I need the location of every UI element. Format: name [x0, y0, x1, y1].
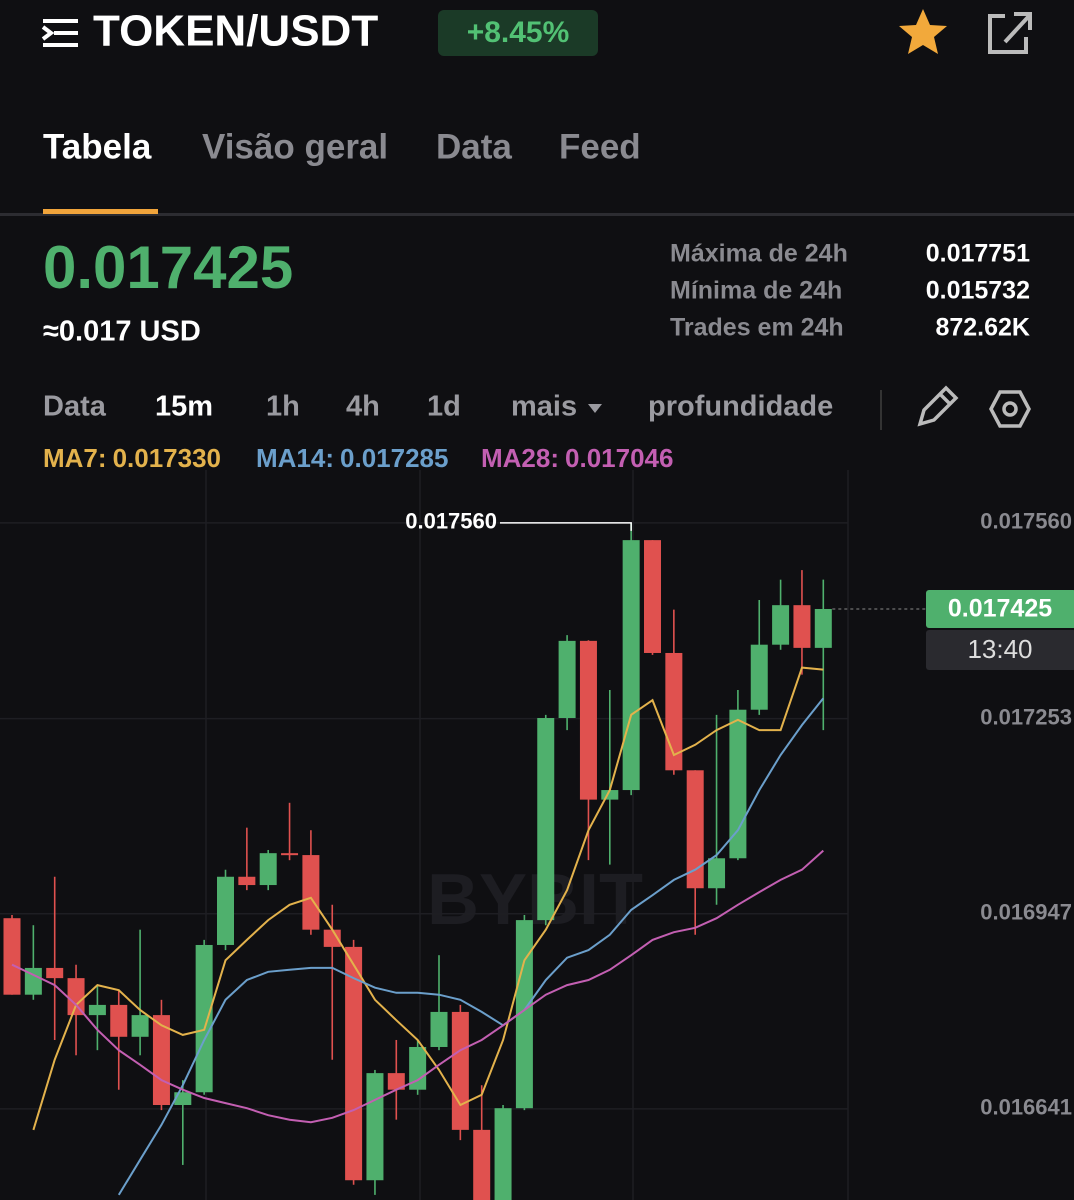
candle-body	[494, 1108, 512, 1200]
candle-body	[259, 853, 277, 886]
y-tick-label: 0.016947	[980, 900, 1072, 925]
tab[interactable]: Feed	[559, 127, 641, 166]
ma-legend: MA28: 0.017046	[481, 443, 673, 473]
stat-label: Máxima de 24h	[670, 240, 848, 268]
candle-body	[88, 1004, 106, 1016]
candle-body	[281, 853, 299, 856]
candle-body	[814, 608, 832, 648]
candle-body	[67, 978, 85, 1016]
countdown-tag	[926, 629, 1074, 670]
interval[interactable]: 1d	[427, 391, 461, 423]
candle-body	[601, 790, 619, 800]
menu-icon[interactable]	[41, 19, 78, 47]
stat-label: Mínima de 24h	[670, 277, 842, 305]
change-text: +8.45%	[467, 16, 570, 49]
tab[interactable]: Tabela	[43, 127, 152, 166]
y-tick-label: 0.017560	[980, 509, 1072, 534]
candle-body	[750, 644, 768, 710]
candle-body	[686, 770, 704, 889]
ma-line	[117, 697, 825, 1196]
ma-value: 0.017046	[565, 443, 673, 473]
draw-icon[interactable]	[917, 385, 959, 427]
candle-body	[409, 1046, 427, 1090]
pair-title: TOKEN/USDT	[93, 7, 378, 56]
candle-body	[772, 605, 790, 645]
ma-legend: MA7: 0.017330	[43, 443, 221, 473]
tab[interactable]: Data	[436, 127, 512, 166]
settings-icon[interactable]	[989, 390, 1031, 428]
last-price-tag	[926, 589, 1074, 628]
share-icon[interactable]	[988, 12, 1032, 54]
candle-body	[46, 967, 64, 979]
candle-body	[793, 605, 811, 648]
candle-body	[579, 640, 597, 800]
stat-label: Trades em 24h	[670, 314, 844, 342]
candle-body	[622, 540, 640, 791]
stat-value: 872.62K	[935, 314, 1030, 342]
ma-legend: MA14: 0.017285	[256, 443, 448, 473]
tab[interactable]: Visão geral	[202, 127, 388, 166]
interval[interactable]: 15m	[155, 391, 213, 423]
candle-body	[131, 1015, 149, 1037]
plot	[3, 522, 832, 1200]
watermark: BYBIT	[427, 860, 643, 940]
interval[interactable]: profundidade	[648, 391, 833, 423]
stat-value: 0.017751	[926, 240, 1030, 268]
ma-value: 0.017330	[113, 443, 221, 473]
divider	[880, 390, 882, 430]
candle-body	[451, 1011, 469, 1130]
interval[interactable]: Data	[43, 391, 107, 423]
max-marker-line	[500, 522, 632, 531]
ma-name: MA7:	[43, 443, 107, 473]
interval[interactable]: 4h	[346, 391, 380, 423]
max-marker-label: 0.017560	[405, 509, 497, 534]
candle-body	[515, 920, 533, 1109]
y-tick-label: 0.016641	[980, 1095, 1072, 1120]
candle-body	[387, 1073, 405, 1090]
candle-body	[302, 855, 320, 930]
ma-name: MA28:	[481, 443, 559, 473]
ma-name: MA14:	[256, 443, 334, 473]
last-price-label: 0.017425	[948, 595, 1052, 623]
candle-body	[195, 944, 213, 1093]
stat-value: 0.015732	[926, 277, 1030, 305]
candle-body	[665, 652, 683, 771]
candle-body	[174, 1092, 192, 1106]
candle-body	[238, 876, 256, 886]
candle-body	[345, 946, 363, 1181]
favorite-star[interactable]	[899, 9, 947, 54]
candle-body	[473, 1129, 491, 1200]
candle-body	[323, 929, 341, 947]
candle-body	[217, 876, 234, 945]
usd-price: ≈0.017 USD	[43, 316, 201, 348]
y-tick-label: 0.017253	[980, 704, 1072, 729]
ma-line	[32, 666, 824, 1131]
tab-underline	[43, 209, 158, 214]
dropdown-arrow	[588, 404, 602, 413]
candle-body	[24, 967, 42, 995]
interval[interactable]: 1h	[266, 391, 300, 423]
candle-body	[430, 1011, 448, 1047]
last-price: 0.017425	[43, 234, 293, 301]
candle-body	[537, 718, 555, 921]
ma-line	[11, 849, 824, 1124]
candle-body	[366, 1073, 384, 1181]
change-badge	[438, 10, 598, 56]
divider	[0, 213, 1074, 216]
candle-body	[644, 540, 661, 653]
candle-body	[708, 858, 726, 889]
ma-value: 0.017285	[340, 443, 448, 473]
candle-body	[558, 640, 576, 719]
interval[interactable]: mais	[511, 391, 577, 423]
countdown: 13:40	[967, 634, 1032, 664]
candle-body	[110, 1004, 128, 1037]
candle-body	[3, 918, 21, 995]
